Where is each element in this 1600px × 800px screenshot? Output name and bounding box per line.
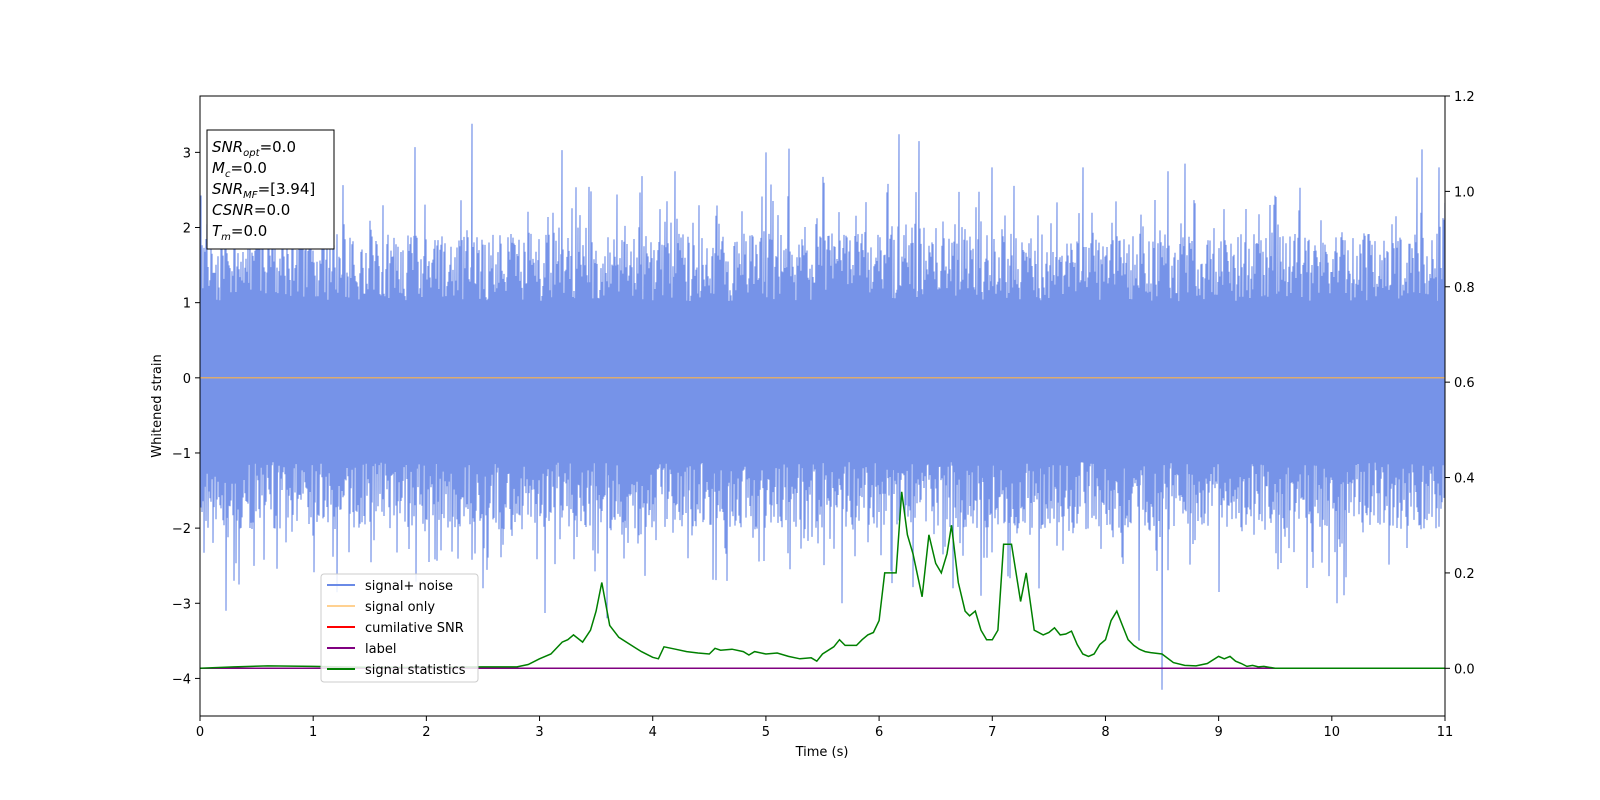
series-signal-noise: [200, 123, 1445, 690]
x-tick-label: 7: [988, 725, 996, 740]
y-tick-label: −1: [172, 447, 191, 462]
annotation-subscript: m: [221, 232, 231, 243]
y-axis-label: Whitened strain: [150, 354, 165, 457]
x-tick-label: 2: [422, 725, 430, 740]
annotation-value: =0.0: [254, 201, 290, 219]
x-tick-label: 8: [1101, 725, 1109, 740]
annotation-symbol: SNR: [212, 138, 243, 156]
annotation-line: Mc=0.0: [212, 159, 267, 180]
x-tick-label: 9: [1214, 725, 1222, 740]
y-tick-label: 1: [183, 297, 191, 312]
annotation-line: CSNR=0.0: [212, 201, 290, 219]
y2-tick-label: 0.2: [1454, 567, 1475, 582]
annotation-subscript: c: [225, 169, 231, 180]
y-tick-label: −2: [172, 522, 191, 537]
stats-annotation-box: SNRopt=0.0Mc=0.0SNRMF=[3.94]CSNR=0.0Tm=0…: [206, 129, 335, 250]
x-tick-label: 3: [535, 725, 543, 740]
y2-tick-label: 0.6: [1454, 376, 1475, 391]
legend-label: signal statistics: [365, 663, 466, 678]
x-tick-label: 10: [1324, 725, 1341, 740]
y2-tick-label: 1.0: [1454, 185, 1475, 200]
y2-tick-label: 0.4: [1454, 472, 1475, 487]
y2-tick-label: 1.2: [1454, 90, 1475, 105]
y-tick-label: 2: [183, 222, 191, 237]
annotation-frame: [206, 129, 335, 250]
legend-label: signal+ noise: [365, 579, 453, 594]
annotation-subscript: MF: [243, 190, 258, 201]
x-tick-label: 1: [309, 725, 317, 740]
y-tick-label: 0: [183, 372, 191, 387]
x-tick-label: 6: [875, 725, 883, 740]
annotation-symbol: CSNR: [212, 201, 254, 219]
annotation-symbol: M: [212, 159, 225, 177]
annotation-line: Tm=0.0: [212, 222, 267, 243]
legend: signal+ noise signal only cumilative SNR la…: [320, 573, 479, 683]
x-tick-label: 11: [1437, 725, 1454, 740]
x-tick-label: 4: [649, 725, 657, 740]
annotation-value: =[3.94]: [258, 180, 316, 198]
y-tick-label: −3: [172, 597, 191, 612]
annotation-symbol: T: [212, 222, 223, 240]
series-signal-statistics: [200, 491, 1445, 670]
annotation-value: =0.0: [230, 159, 266, 177]
x-axis-label: Time (s): [795, 745, 849, 760]
y-tick-label: 3: [183, 146, 191, 161]
annotation-subscript: opt: [243, 148, 260, 159]
x-tick-label: 5: [762, 725, 770, 740]
y2-tick-label: 0.0: [1454, 662, 1475, 677]
legend-label: label: [365, 642, 396, 657]
annotation-value: =0.0: [260, 138, 296, 156]
annotation-symbol: SNR: [212, 180, 243, 198]
legend-frame: [320, 573, 479, 683]
y2-tick-label: 0.8: [1454, 281, 1475, 296]
annotation-line: SNRopt=0.0: [212, 138, 296, 159]
x-tick-label: 0: [196, 725, 204, 740]
axes-layer: 0 1 2 3 4 5 6 7 8 9 10 11 −4 −3 −2 −1 0 1 2 3 0.0 0.2 0.4 0.6 0.…: [172, 90, 1475, 740]
legend-label: signal only: [365, 600, 435, 615]
plot-frame: [199, 95, 1446, 717]
legend-label: cumilative SNR: [365, 621, 464, 636]
y-tick-label: −4: [172, 672, 191, 687]
annotation-line: SNRMF=[3.94]: [212, 180, 315, 201]
annotation-value: =0.0: [231, 222, 267, 240]
